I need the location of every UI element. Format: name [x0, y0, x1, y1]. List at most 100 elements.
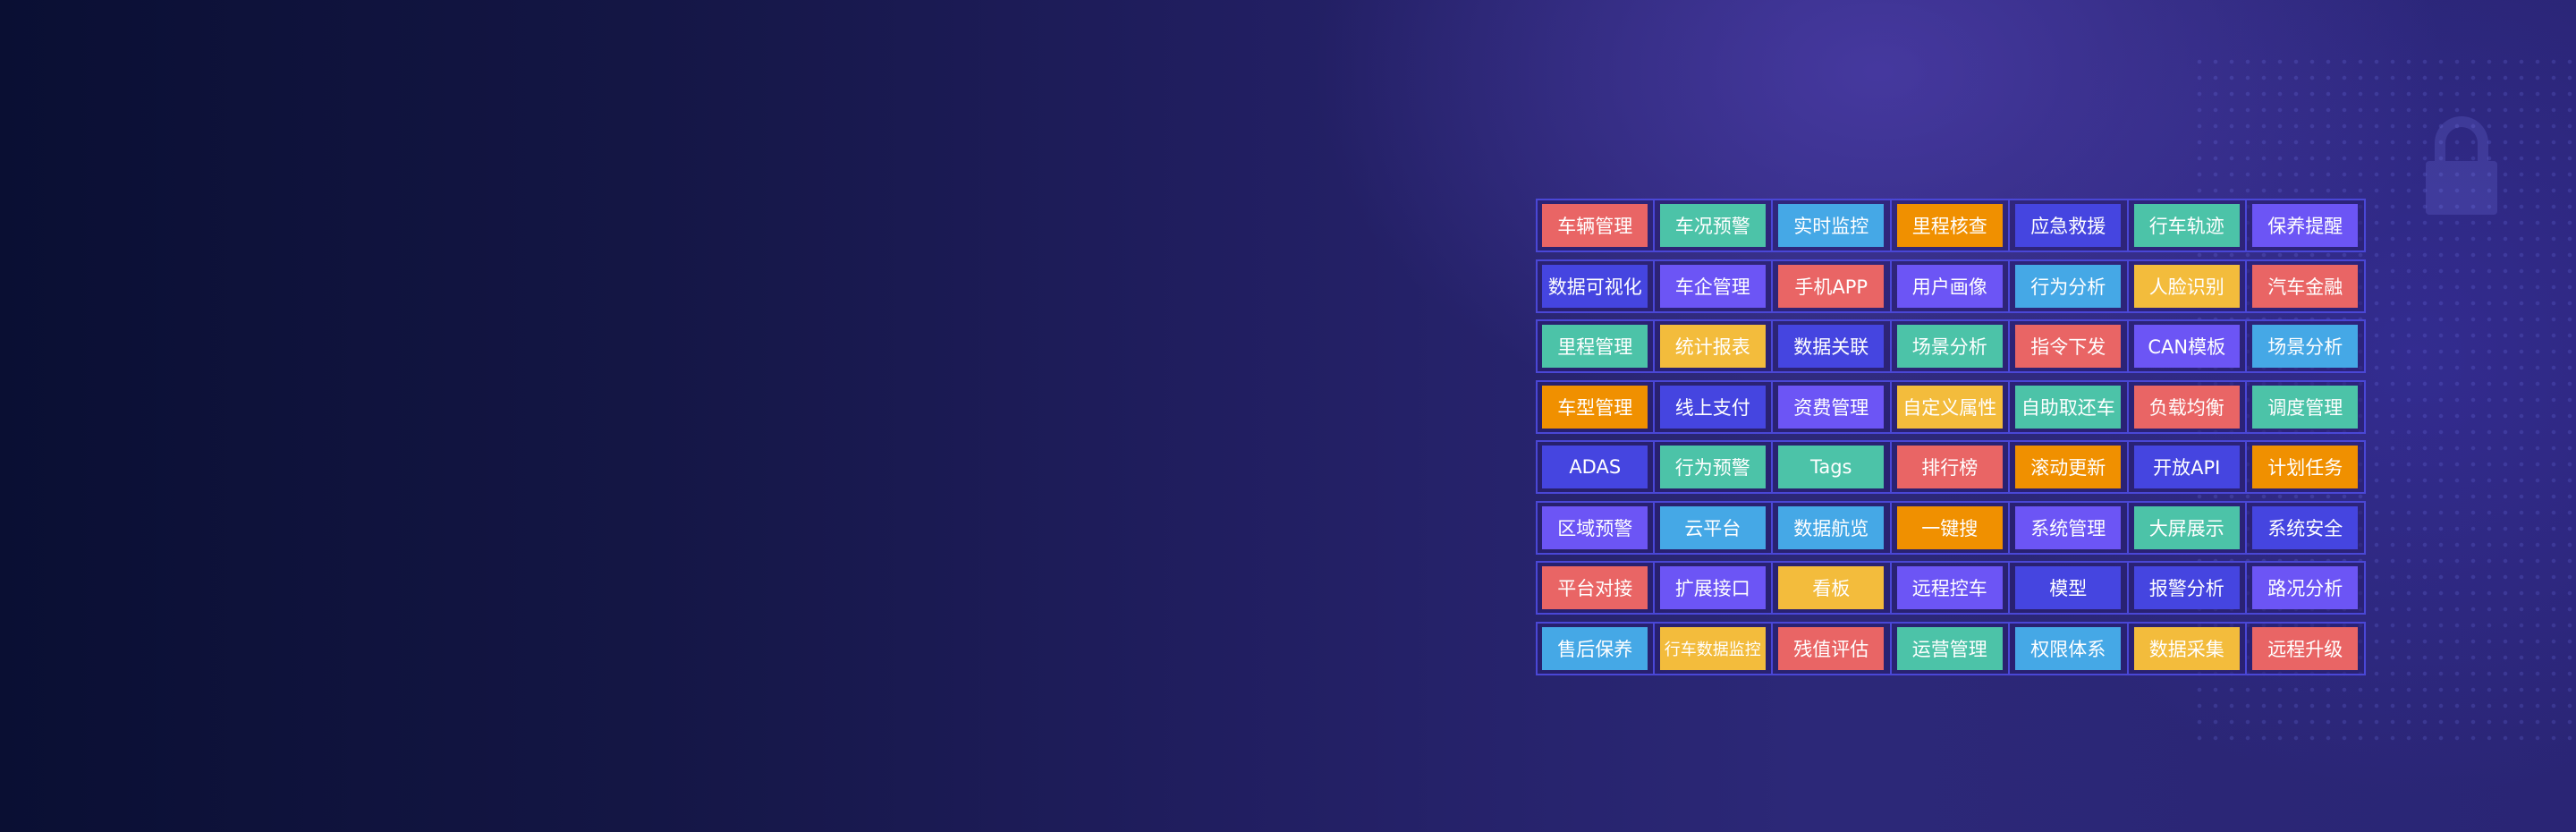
feature-tag[interactable]: 数据关联 [1778, 325, 1885, 368]
feature-cell: 数据航览 [1773, 500, 1892, 555]
feature-tag[interactable]: 售后保养 [1542, 626, 1648, 670]
feature-tag[interactable]: 报警分析 [2133, 566, 2240, 609]
feature-cell: ADAS [1536, 440, 1655, 494]
feature-tag[interactable]: 残值评估 [1778, 626, 1885, 670]
feature-tag[interactable]: 模型 [2015, 566, 2122, 609]
feature-tag[interactable]: 线上支付 [1659, 385, 1766, 429]
feature-row: 售后保养 行车数据监控 残值评估 运营管理 权限体系 数据采集 远程升级 [1536, 621, 2366, 675]
feature-tag[interactable]: 开放API [2133, 446, 2240, 488]
feature-tag[interactable]: 运营管理 [1896, 626, 2003, 670]
feature-tag[interactable]: 统计报表 [1659, 325, 1766, 368]
feature-cell: 里程管理 [1536, 319, 1655, 373]
feature-tag[interactable]: 平台对接 [1542, 566, 1648, 609]
feature-tag[interactable]: 路况分析 [2252, 566, 2359, 609]
feature-tag[interactable]: 应急救援 [2015, 204, 2122, 247]
feature-tag[interactable]: 人脸识别 [2133, 264, 2240, 308]
feature-cell: 平台对接 [1536, 561, 1655, 615]
feature-cell: 统计报表 [1654, 319, 1773, 373]
feature-cell: 系统安全 [2247, 500, 2366, 555]
feature-cell: 云平台 [1654, 500, 1773, 555]
feature-tag[interactable]: 负载均衡 [2133, 385, 2240, 429]
feature-row: 区域预警 云平台 数据航览 一键搜 系统管理 大屏展示 系统安全 [1536, 500, 2366, 555]
feature-cell: 场景分析 [1891, 319, 2010, 373]
feature-cell: 车型管理 [1536, 379, 1655, 434]
feature-tag[interactable]: 资费管理 [1778, 385, 1885, 429]
feature-tag[interactable]: Tags [1778, 446, 1885, 488]
feature-tag[interactable]: 区域预警 [1542, 505, 1648, 549]
feature-tag[interactable]: 场景分析 [1896, 325, 2003, 368]
feature-tag[interactable]: 行车轨迹 [2133, 204, 2240, 247]
feature-cell: 数据关联 [1773, 319, 1892, 373]
feature-cell: 区域预警 [1536, 500, 1655, 555]
feature-tag[interactable]: 行车数据监控 [1659, 626, 1766, 670]
feature-tag[interactable]: 一键搜 [1896, 505, 2003, 549]
feature-cell: 汽车金融 [2247, 259, 2366, 313]
feature-cell: 看板 [1773, 561, 1892, 615]
feature-tag[interactable]: 系统安全 [2252, 505, 2359, 549]
feature-tag[interactable]: 里程核查 [1896, 204, 2003, 247]
feature-tag[interactable]: 看板 [1778, 566, 1885, 609]
feature-cell: 应急救援 [2010, 199, 2129, 252]
feature-tag[interactable]: 计划任务 [2252, 446, 2359, 488]
feature-tag[interactable]: 车辆管理 [1542, 204, 1648, 247]
feature-tag[interactable]: 远程升级 [2252, 626, 2359, 670]
feature-cell: 自定义属性 [1891, 379, 2010, 434]
feature-tag[interactable]: 行为预警 [1659, 446, 1766, 488]
feature-cell: 行车轨迹 [2128, 199, 2247, 252]
feature-cell: 人脸识别 [2128, 259, 2247, 313]
feature-cell: 滚动更新 [2010, 440, 2129, 494]
feature-row: 数据可视化 车企管理 手机APP 用户画像 行为分析 人脸识别 汽车金融 [1536, 259, 2366, 313]
feature-tag[interactable]: 自定义属性 [1896, 385, 2003, 429]
feature-tag[interactable]: 汽车金融 [2252, 264, 2359, 308]
feature-tag[interactable]: 远程控车 [1896, 566, 2003, 609]
feature-tag[interactable]: 场景分析 [2252, 325, 2359, 368]
feature-row: 里程管理 统计报表 数据关联 场景分析 指令下发 CAN模板 场景分析 [1536, 319, 2366, 373]
feature-tag[interactable]: 车型管理 [1542, 385, 1648, 429]
feature-tag[interactable]: 车企管理 [1659, 264, 1766, 308]
feature-tag[interactable]: 数据航览 [1778, 505, 1885, 549]
feature-tag[interactable]: 行为分析 [2015, 264, 2122, 308]
feature-cell: 自助取还车 [2010, 379, 2129, 434]
feature-tag[interactable]: 滚动更新 [2015, 446, 2122, 488]
feature-cell: 路况分析 [2247, 561, 2366, 615]
feature-tag[interactable]: 自助取还车 [2015, 385, 2122, 429]
feature-tag[interactable]: 权限体系 [2015, 626, 2122, 670]
feature-tag[interactable]: 实时监控 [1778, 204, 1885, 247]
feature-cell: 行为分析 [2010, 259, 2129, 313]
feature-tag[interactable]: 大屏展示 [2133, 505, 2240, 549]
feature-cell: 用户画像 [1891, 259, 2010, 313]
feature-cell: 指令下发 [2010, 319, 2129, 373]
feature-cell: 排行榜 [1891, 440, 2010, 494]
feature-cell: 模型 [2010, 561, 2129, 615]
feature-tag[interactable]: 云平台 [1659, 505, 1766, 549]
feature-row: ADAS 行为预警 Tags 排行榜 滚动更新 开放API 计划任务 [1536, 440, 2366, 494]
feature-tag[interactable]: 用户画像 [1896, 264, 2003, 308]
feature-tag[interactable]: 数据采集 [2133, 626, 2240, 670]
feature-cell: 负载均衡 [2128, 379, 2247, 434]
feature-tag[interactable]: 手机APP [1778, 264, 1885, 308]
feature-row: 平台对接 扩展接口 看板 远程控车 模型 报警分析 路况分析 [1536, 561, 2366, 615]
feature-tag[interactable]: 系统管理 [2015, 505, 2122, 549]
feature-cell: Tags [1773, 440, 1892, 494]
feature-tag[interactable]: 车况预警 [1659, 204, 1766, 247]
feature-tag[interactable]: 排行榜 [1896, 446, 2003, 488]
feature-cell: 大屏展示 [2128, 500, 2247, 555]
feature-tag[interactable]: 保养提醒 [2252, 204, 2359, 247]
feature-tag[interactable]: 调度管理 [2252, 385, 2359, 429]
feature-row: 车型管理 线上支付 资费管理 自定义属性 自助取还车 负载均衡 调度管理 [1536, 379, 2366, 434]
feature-cell: 行为预警 [1654, 440, 1773, 494]
feature-tag[interactable]: ADAS [1542, 446, 1648, 488]
feature-cell: 数据可视化 [1536, 259, 1655, 313]
feature-tag[interactable]: 里程管理 [1542, 325, 1648, 368]
feature-tag[interactable]: 数据可视化 [1542, 264, 1648, 308]
feature-tag[interactable]: CAN模板 [2133, 325, 2240, 368]
feature-cell: 车企管理 [1654, 259, 1773, 313]
feature-cell: 残值评估 [1773, 621, 1892, 675]
feature-cell: 场景分析 [2247, 319, 2366, 373]
feature-cell: 资费管理 [1773, 379, 1892, 434]
feature-tag[interactable]: 指令下发 [2015, 325, 2122, 368]
feature-tag[interactable]: 扩展接口 [1659, 566, 1766, 609]
feature-cell: 权限体系 [2010, 621, 2129, 675]
feature-cell: 里程核查 [1891, 199, 2010, 252]
feature-cell: 车况预警 [1654, 199, 1773, 252]
